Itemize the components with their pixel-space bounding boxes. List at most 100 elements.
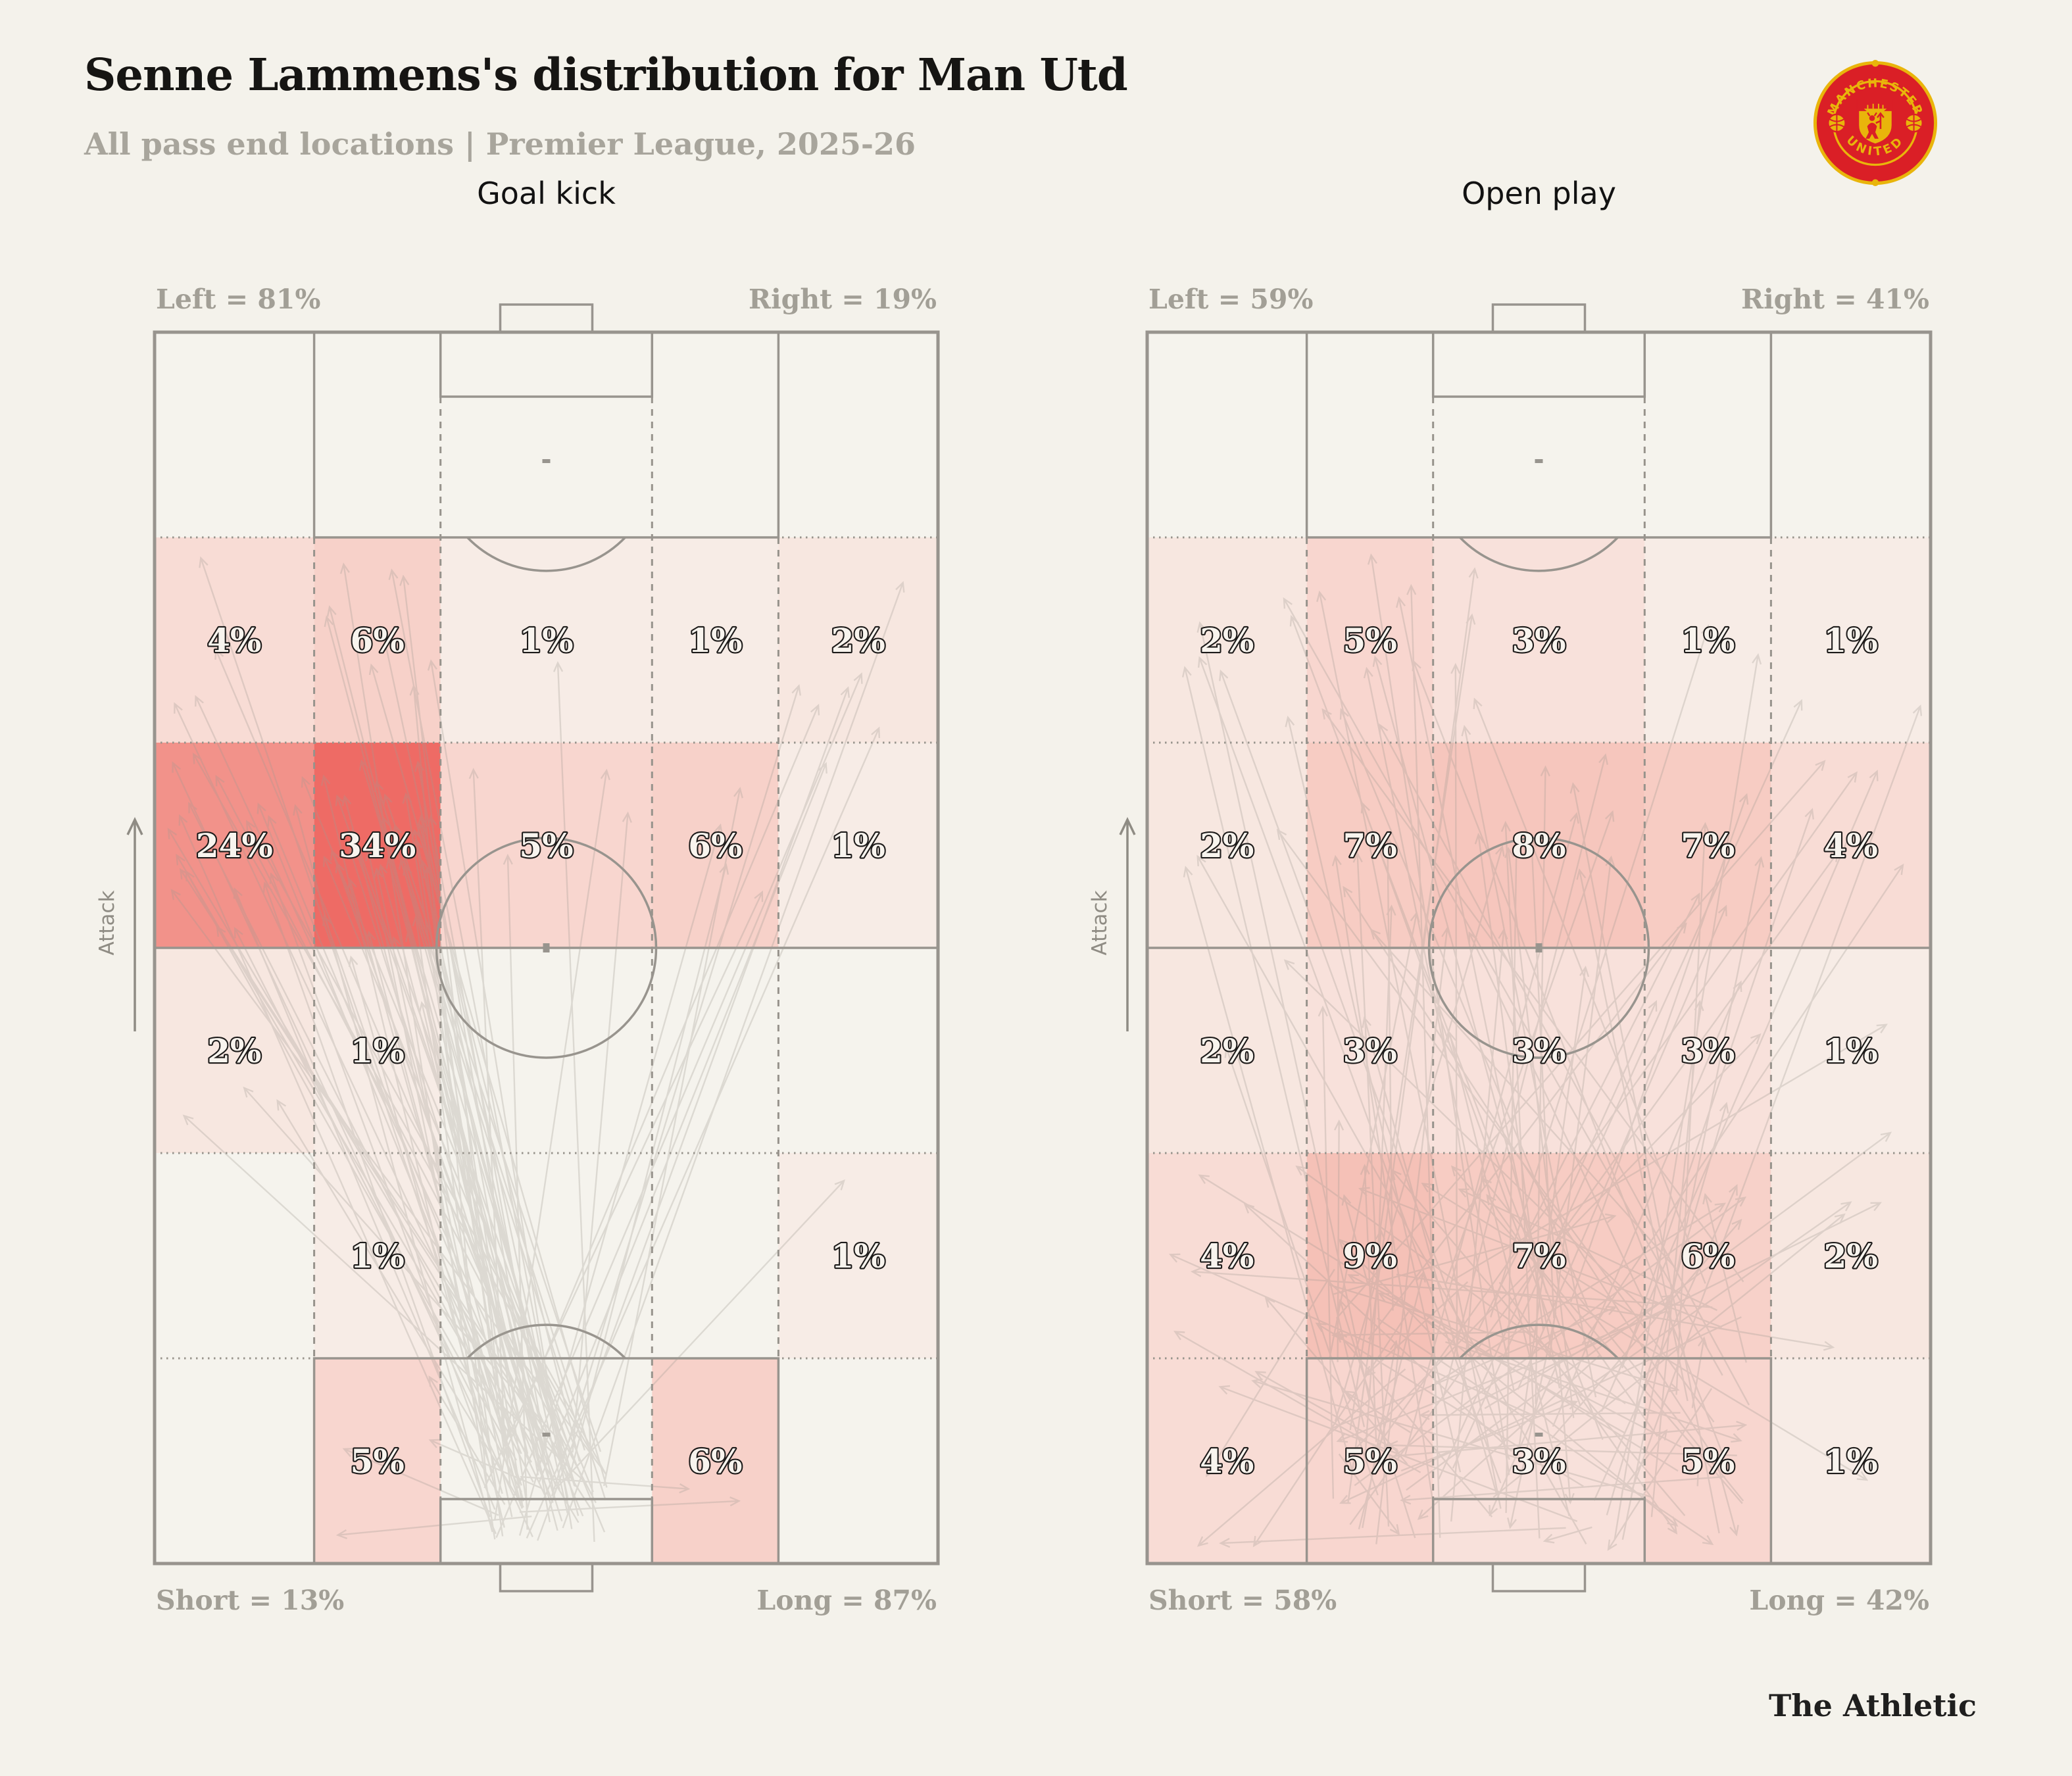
- pass-arrow: [320, 774, 505, 1528]
- pass-arrow: [1712, 1446, 1739, 1537]
- goal-top: [1491, 303, 1587, 333]
- pass-arrow: [1347, 567, 1479, 1504]
- pass-arrow: [342, 1448, 499, 1516]
- cell-value-label: 4%: [1824, 826, 1878, 865]
- pass-arrow: [1360, 801, 1581, 1406]
- pass-arrow: [1484, 1295, 1673, 1410]
- pass-arrow: [603, 787, 743, 1487]
- pass-arrow: [1283, 959, 1656, 1321]
- pass-arrow: [1417, 1354, 1601, 1520]
- attack-indicator: Attack: [95, 816, 143, 1031]
- pass-arrow: [416, 823, 581, 1462]
- pass-arrow: [1400, 1475, 1725, 1505]
- pass-arrow: [1450, 1165, 1743, 1504]
- pass-arrow: [1285, 716, 1462, 1473]
- pass-arrow: [1338, 1238, 1430, 1333]
- pass-arrow: [1219, 669, 1510, 1460]
- cell-labels: 4% 6% 1% 1% 2% 24% 34% 5% 6% 1% 2% 1% 1% 1% 5% 6%: [195, 620, 887, 1482]
- cell-value-label: 6%: [351, 621, 405, 660]
- attack-arrowhead: [126, 816, 143, 835]
- pass-arrow: [366, 930, 523, 1509]
- pass-arrow: [1396, 596, 1561, 1389]
- pass-arrow: [405, 930, 540, 1468]
- pass-arrow: [1446, 1031, 1570, 1516]
- pass-arrow: [1335, 760, 1826, 1320]
- pass-arrow: [1486, 1194, 1658, 1437]
- pass-arrow: [188, 801, 534, 1483]
- pass-arrow: [1507, 1312, 1557, 1529]
- pass-arrow: [243, 1086, 563, 1444]
- pass-arrow: [403, 864, 606, 1500]
- pass-arrow: [1264, 1296, 1408, 1465]
- pass-arrow: [182, 1114, 587, 1484]
- pass-arrow: [172, 761, 533, 1538]
- page-subtitle: All pass end locations | Premier League,…: [84, 126, 916, 162]
- pass-arrow: [1489, 1367, 1557, 1517]
- pass-arrow: [1352, 851, 1390, 1527]
- pass-arrow: [215, 774, 597, 1504]
- pass-arrow: [1358, 1187, 1723, 1328]
- pass-arrow: [1490, 624, 1711, 1318]
- pass-arrow: [324, 615, 547, 1446]
- crest-top-device: [1871, 59, 1879, 67]
- pass-arrow: [1400, 1400, 1579, 1472]
- pass-arrow: [414, 760, 551, 1523]
- pass-arrow: [195, 695, 544, 1445]
- pass-arrow: [1376, 904, 1396, 1277]
- pass-arrow: [1630, 704, 1923, 1492]
- pass-arrow: [1412, 659, 1725, 1458]
- crest-football-right: [1904, 113, 1924, 133]
- cell-value-label: 4%: [207, 621, 261, 660]
- pass-arrow: [214, 648, 584, 1517]
- pass-arrow: [1349, 613, 1476, 1431]
- pass-arrow: [178, 814, 497, 1535]
- pass-arrow: [1691, 1336, 1708, 1408]
- pass-arrow: [1478, 892, 1700, 1330]
- pass-arrow: [1450, 928, 1508, 1522]
- cell-value-label: 3%: [1343, 1031, 1397, 1070]
- pass-arrow: [551, 683, 801, 1497]
- pass-arrow: [245, 820, 606, 1475]
- pass-arrow: [1622, 1429, 1668, 1490]
- pass-arrow: [1339, 708, 1589, 1307]
- pass-arrow: [428, 1439, 542, 1489]
- pass-arrow: [176, 853, 532, 1463]
- open-play-chart: Open play Left = 59% Right = 41% Short =…: [1088, 176, 1933, 1616]
- pass-arrow: [412, 837, 524, 1508]
- pass-arrow: [1481, 1177, 1744, 1502]
- cell-value-label: 4%: [1200, 1442, 1254, 1481]
- pass-arrow: [1693, 1456, 1704, 1487]
- pass-arrow: [269, 872, 494, 1473]
- center-circle: [435, 837, 658, 1059]
- left-share-label: Left = 81%: [156, 284, 321, 315]
- cell-value-label: 6%: [1681, 1237, 1735, 1275]
- pass-arrow: [170, 889, 607, 1475]
- pass-arrow: [1364, 1281, 1469, 1377]
- pass-arrow: [335, 861, 557, 1487]
- cell-value-label: 4%: [1200, 1237, 1254, 1275]
- cell-value-label: 5%: [1681, 1442, 1735, 1481]
- pass-arrow: [350, 827, 576, 1487]
- pass-arrow: [1363, 666, 1515, 1392]
- pass-arrow: [1434, 1202, 1727, 1385]
- pass-arrow: [1418, 1410, 1681, 1420]
- pass-arrow: [468, 768, 506, 1446]
- pass-arrow: [427, 659, 573, 1529]
- pass-arrow: [1548, 855, 1616, 1360]
- pass-arrow: [1349, 851, 1839, 1525]
- pass-arrow: [1581, 863, 1904, 1344]
- pass-arrow: [1517, 965, 1590, 1450]
- pass-arrow: [179, 868, 563, 1458]
- pass-arrow: [1396, 1273, 1835, 1351]
- man-utd-crest: MANCHESTER UNITED: [1813, 59, 1938, 187]
- pass-arrow: [1474, 833, 1544, 1330]
- penalty-spot-top: [542, 459, 551, 463]
- pass-arrow: [1387, 1440, 1737, 1456]
- pitch-markings: [1145, 303, 1933, 1592]
- pass-arrow: [553, 660, 595, 1542]
- penalty-spot-top: [1535, 459, 1543, 463]
- chart-title-goal-kick: Goal kick: [477, 176, 616, 211]
- pass-arrow: [373, 867, 513, 1517]
- pass-arrow: [567, 863, 729, 1483]
- pass-arrow: [417, 814, 528, 1506]
